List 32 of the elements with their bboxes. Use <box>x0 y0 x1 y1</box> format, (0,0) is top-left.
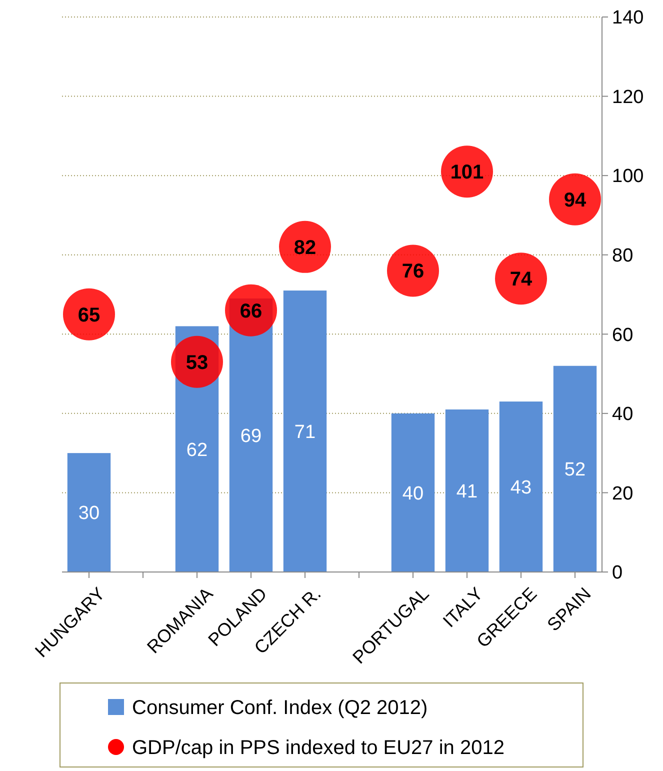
data-label: 82 <box>294 236 316 259</box>
data-label: 52 <box>564 460 586 481</box>
bar <box>391 413 435 572</box>
bar <box>553 366 597 572</box>
data-label: 30 <box>78 503 100 524</box>
bar <box>499 402 543 572</box>
bar <box>283 290 327 572</box>
y-tick-label: 140 <box>612 8 644 29</box>
data-label: 41 <box>456 481 478 502</box>
y-tick-label: 100 <box>612 166 644 188</box>
data-label: 94 <box>564 189 587 212</box>
data-label: 101 <box>450 162 484 184</box>
legend-label: Consumer Conf. Index (Q2 2012) <box>132 697 428 719</box>
data-label: 71 <box>294 422 316 443</box>
bar <box>67 453 111 572</box>
data-label: 43 <box>510 477 532 498</box>
data-label: 74 <box>510 268 533 291</box>
y-tick-label: 40 <box>612 404 634 426</box>
y-tick-label: 120 <box>612 86 644 108</box>
data-label: 69 <box>240 426 262 447</box>
data-label: 65 <box>78 304 100 326</box>
y-tick-label: 80 <box>612 246 634 267</box>
data-label: 53 <box>186 352 208 374</box>
data-label: 62 <box>186 440 208 461</box>
y-tick-label: 20 <box>612 483 634 504</box>
data-label: 76 <box>402 260 424 283</box>
data-label: 66 <box>240 300 262 322</box>
y-tick-label: 0 <box>612 562 623 584</box>
data-label: 40 <box>402 483 424 504</box>
bar <box>445 409 489 572</box>
legend-label: GDP/cap in PPS indexed to EU27 in 2012 <box>132 737 504 759</box>
y-tick-label: 60 <box>612 324 634 346</box>
